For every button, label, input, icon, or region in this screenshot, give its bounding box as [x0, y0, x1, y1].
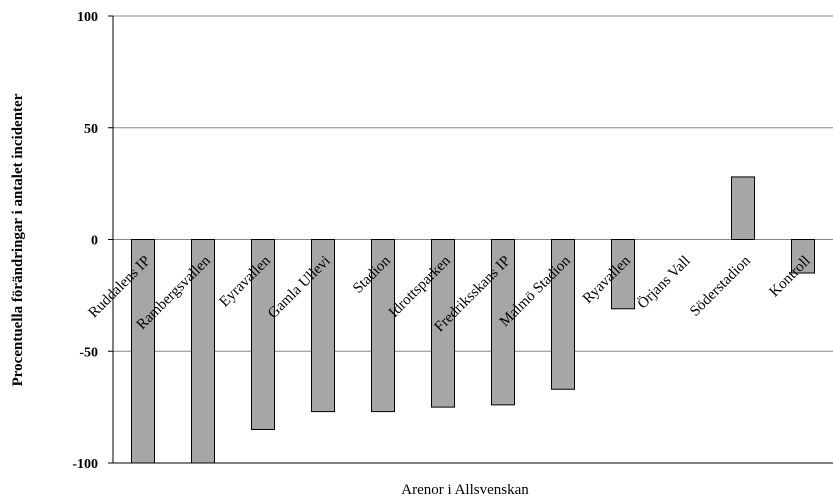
bar	[791, 239, 815, 274]
y-tick-label: 50	[84, 122, 98, 137]
bar	[311, 239, 335, 413]
x-tick-label: Kontroll	[767, 253, 814, 300]
x-tick-label: Söderstadion	[687, 253, 754, 320]
axes	[108, 15, 833, 464]
y-tick-label: -50	[79, 345, 98, 360]
bar	[551, 239, 575, 390]
bar	[611, 239, 635, 310]
x-axis-title: Arenor i Allsvenskan	[401, 482, 529, 498]
bar	[251, 239, 275, 430]
y-tick-label: 0	[91, 234, 98, 249]
gridlines	[113, 15, 833, 352]
y-axis-title: Procentuella förändringar i antalet inci…	[10, 93, 26, 386]
bar	[731, 176, 755, 240]
x-tick-label: Örjans Vall	[634, 252, 694, 312]
y-tick-labels: 100 50 0 -50 -100	[72, 10, 98, 472]
y-tick-label: 100	[77, 10, 98, 25]
bars	[131, 176, 815, 464]
bar	[371, 239, 395, 413]
y-tick-label: -100	[72, 457, 98, 472]
bar	[431, 239, 455, 408]
bar	[491, 239, 515, 406]
